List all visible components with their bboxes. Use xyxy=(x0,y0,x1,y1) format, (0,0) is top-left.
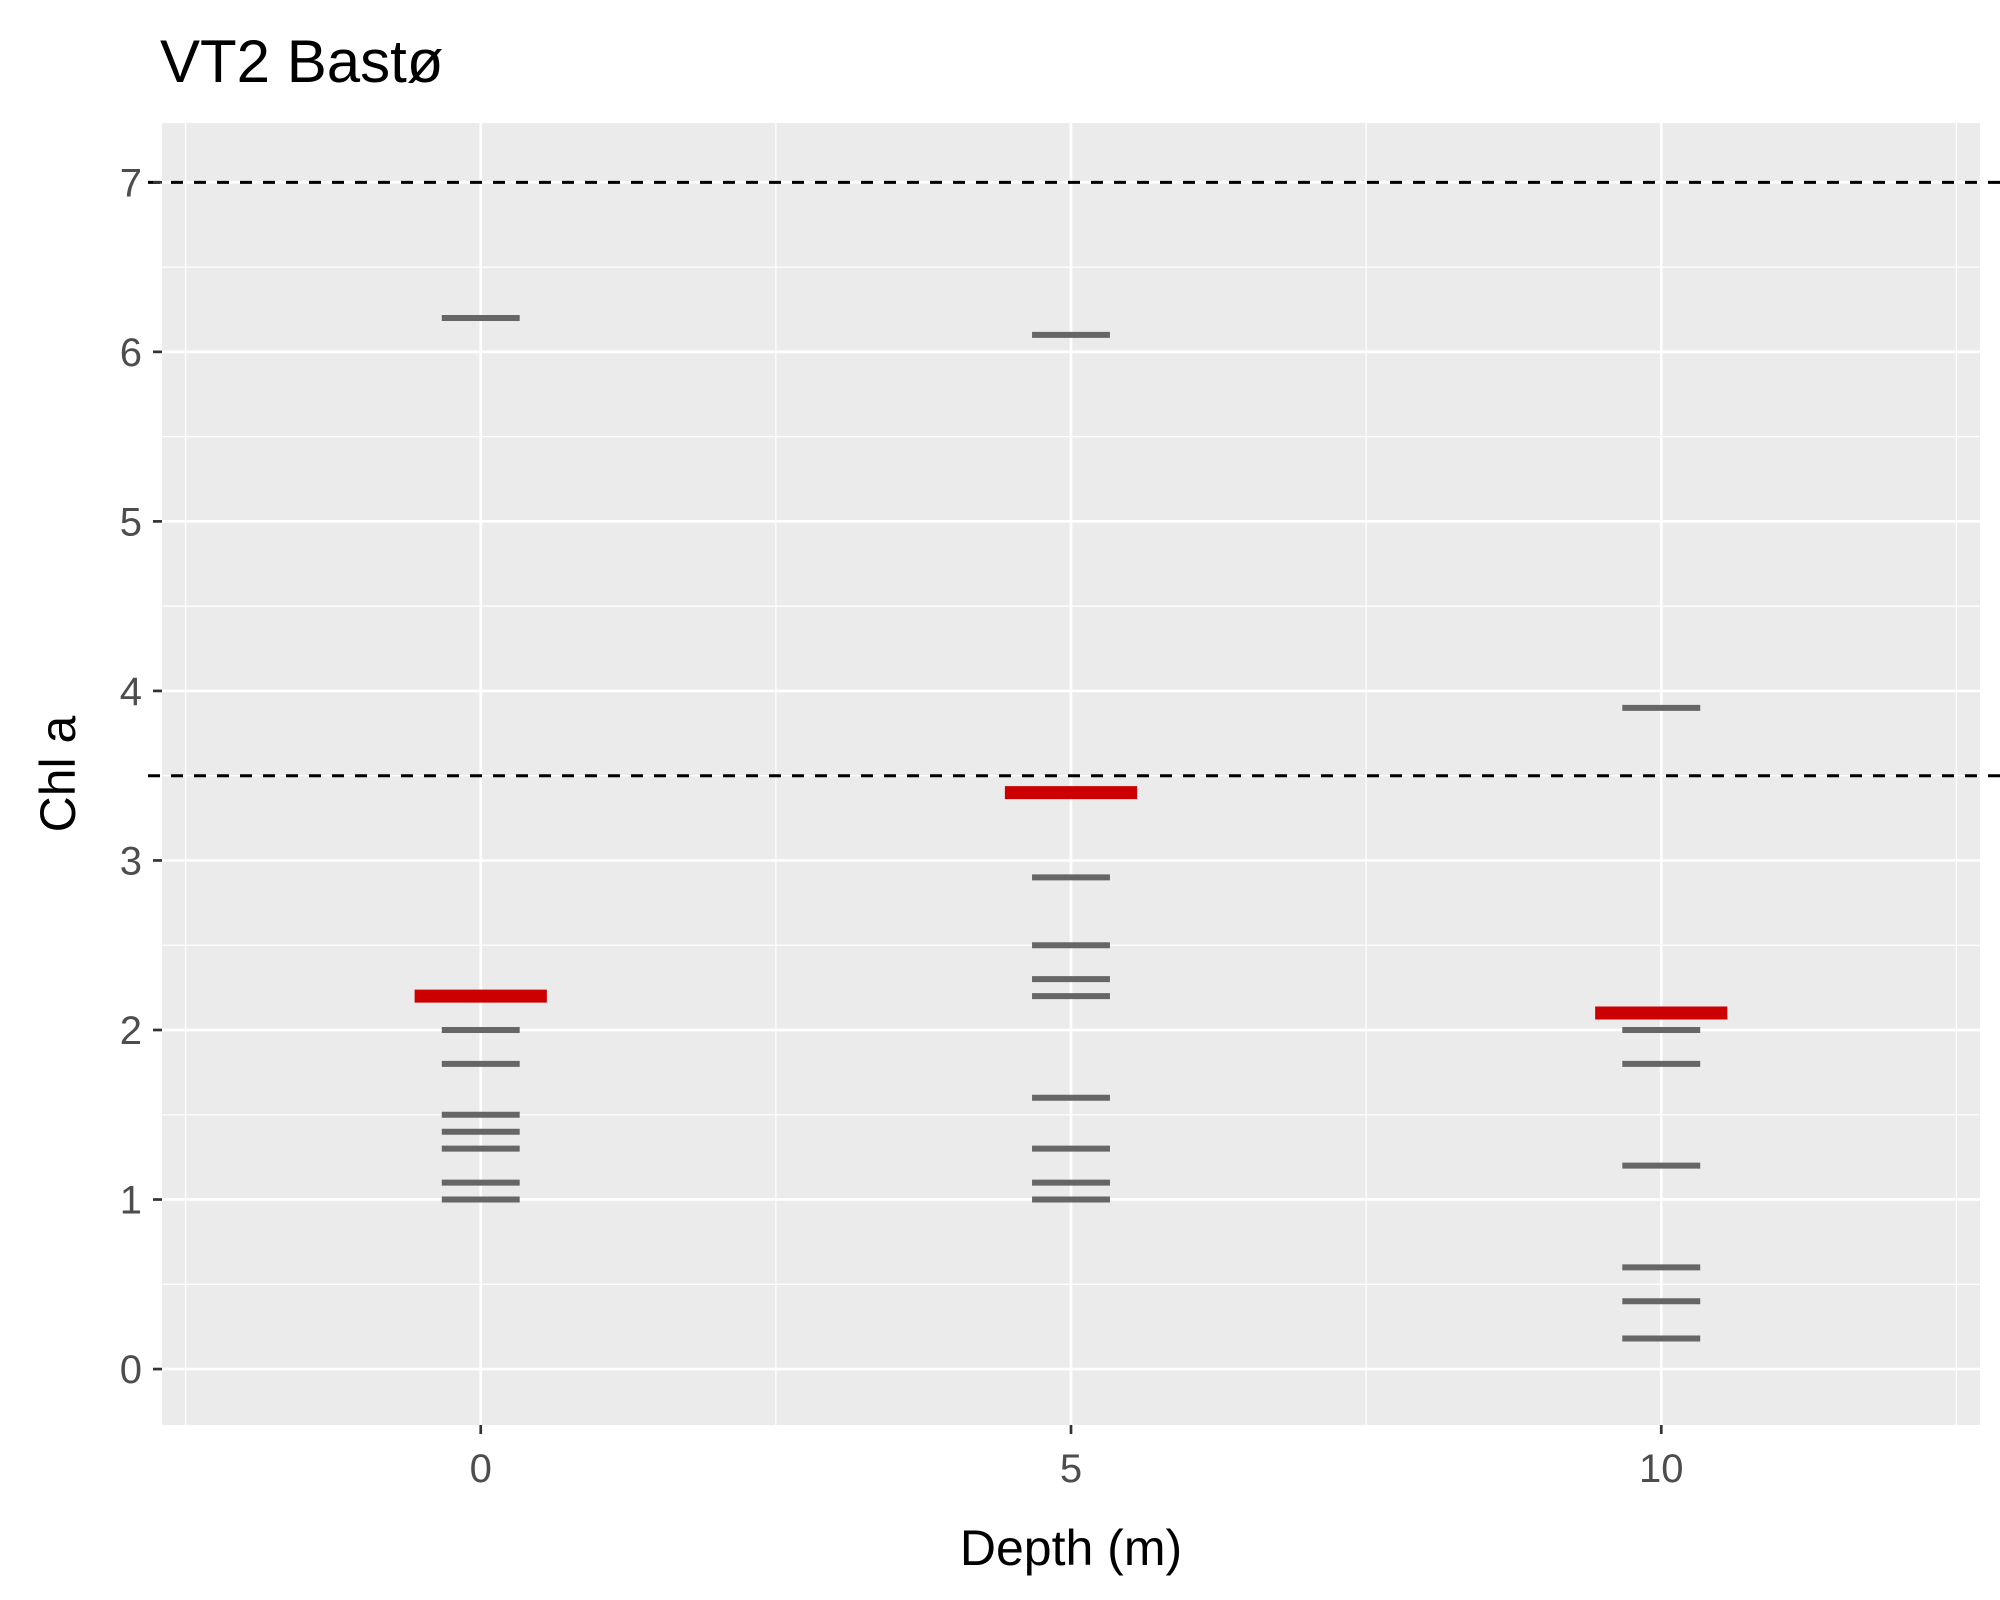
y-axis: 0 1 2 3 4 5 6 7 xyxy=(120,161,162,1392)
y-tick-label: 0 xyxy=(120,1348,142,1392)
y-tick-label: 1 xyxy=(120,1179,142,1223)
y-tick-label: 5 xyxy=(120,500,142,544)
y-tick-label: 6 xyxy=(120,331,142,375)
x-tick-label: 5 xyxy=(1060,1447,1082,1491)
x-tick-label: 10 xyxy=(1639,1447,1684,1491)
data-marks xyxy=(414,314,1728,1342)
y-tick-label: 3 xyxy=(120,839,142,883)
y-axis-title: Chl a xyxy=(30,715,86,832)
chart-title: VT2 Bastø xyxy=(160,28,443,95)
y-tick-label: 4 xyxy=(120,670,142,714)
x-axis: 0 5 10 xyxy=(470,1425,1684,1491)
x-axis-title: Depth (m) xyxy=(960,1520,1182,1576)
y-tick-label: 7 xyxy=(120,161,142,205)
y-tick-label: 2 xyxy=(120,1009,142,1053)
reference-lines xyxy=(148,180,2000,778)
x-tick-label: 0 xyxy=(470,1447,492,1491)
